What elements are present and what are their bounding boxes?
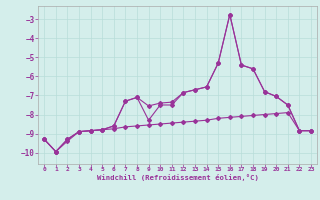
X-axis label: Windchill (Refroidissement éolien,°C): Windchill (Refroidissement éolien,°C) <box>97 174 259 181</box>
